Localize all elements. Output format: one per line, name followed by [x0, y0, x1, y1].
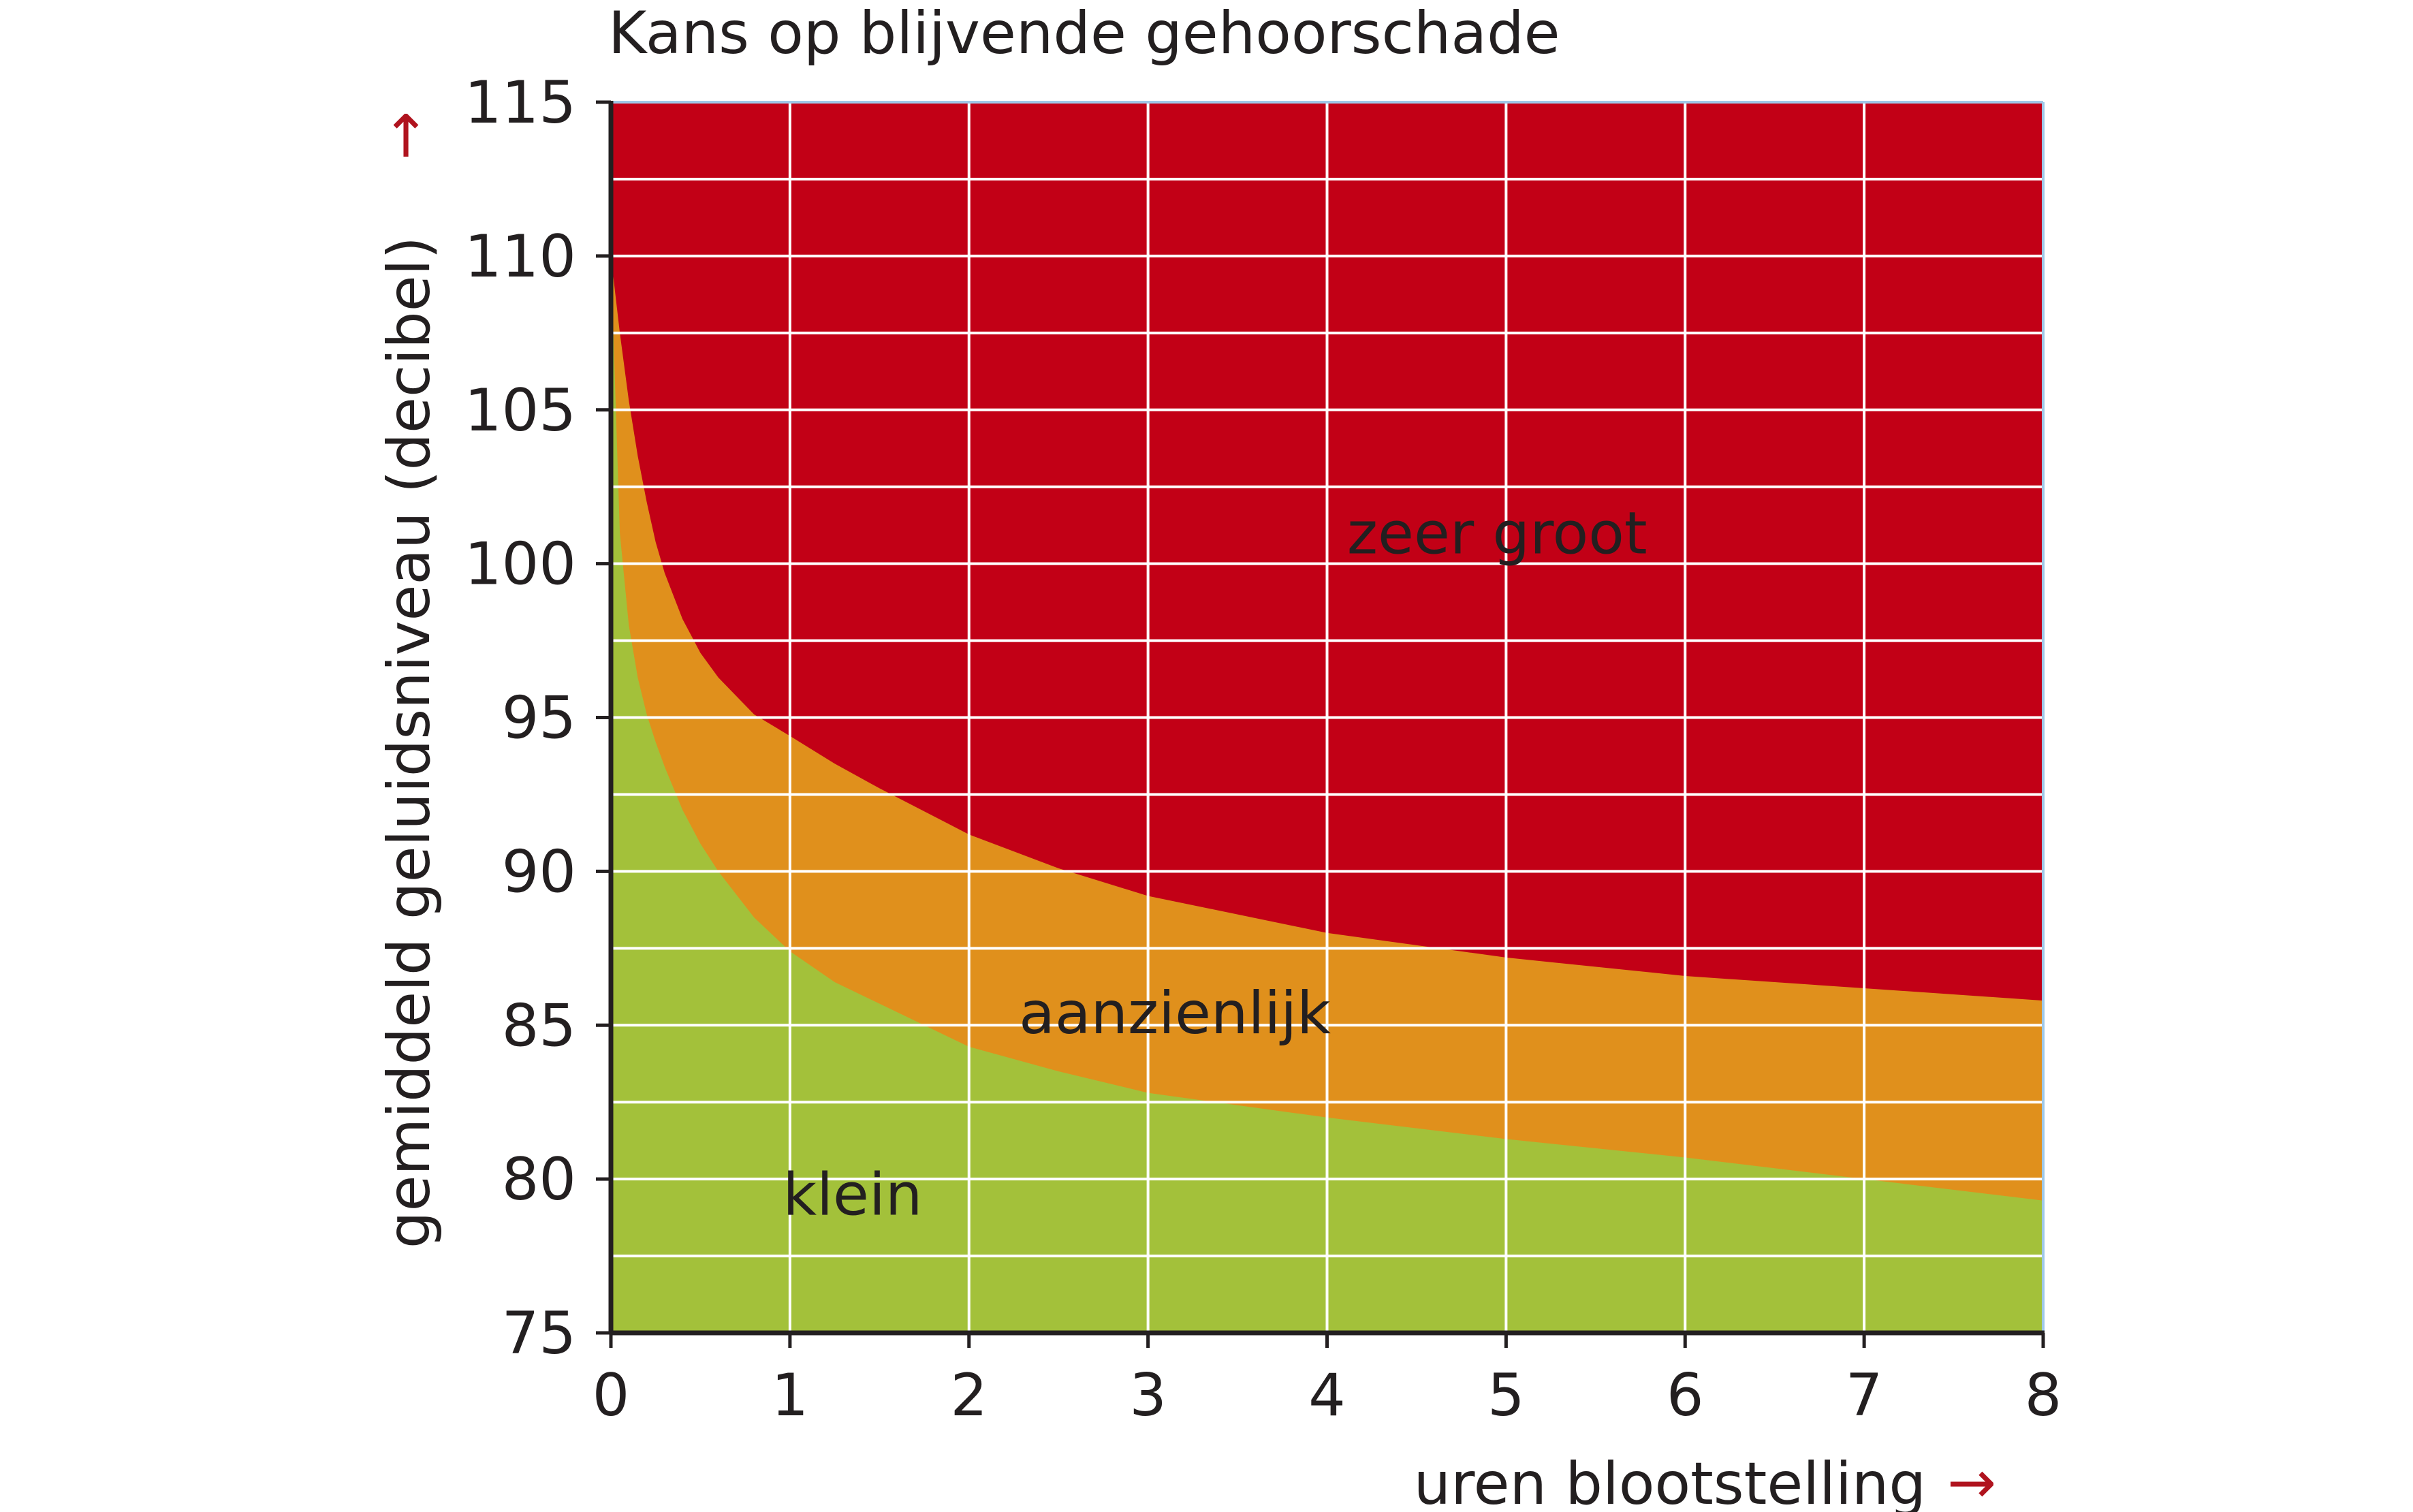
x-tick-label: 4 [1308, 1361, 1346, 1430]
y-tick-label: 110 [464, 223, 576, 291]
y-tick-label: 95 [502, 684, 576, 753]
axes [596, 100, 2045, 1348]
x-tick-label: 0 [593, 1361, 630, 1430]
x-axis-arrow: → [1947, 1449, 1996, 1512]
chart-title: Kans op blijvende gehoorschade [608, 0, 1560, 67]
y-tick-label: 75 [502, 1300, 576, 1368]
grid-lines [611, 101, 2045, 1333]
area-label: klein [783, 1161, 922, 1229]
y-axis-label: gemiddeld geluidsniveau (decibel) [375, 236, 443, 1248]
y-tick-label: 80 [502, 1146, 576, 1214]
x-tick-label: 5 [1487, 1361, 1525, 1430]
x-tick-label: 8 [2025, 1361, 2062, 1430]
area-label: aanzienlijk [1019, 979, 1331, 1048]
y-tick-label: 85 [502, 992, 576, 1060]
x-axis-label: uren blootstelling [1414, 1450, 1926, 1512]
x-tick-label: 3 [1129, 1361, 1167, 1430]
y-tick-label: 90 [502, 838, 576, 906]
x-tick-labels: 0 1 2 3 4 5 6 7 8 [593, 1361, 2062, 1430]
area-labels: klein aanzienlijk zeer groot [783, 499, 1647, 1229]
x-tick-label: 6 [1667, 1361, 1704, 1430]
y-tick-label: 100 [464, 531, 576, 599]
x-tick-label: 7 [1846, 1361, 1883, 1430]
y-tick-labels: 75 80 85 90 95 100 105 110 115 [464, 69, 576, 1368]
y-tick-label: 105 [464, 377, 576, 445]
y-axis-arrow: ↑ [381, 103, 430, 171]
area-label: zeer groot [1347, 499, 1647, 567]
x-tick-label: 2 [950, 1361, 988, 1430]
y-tick-label: 115 [464, 69, 576, 137]
x-tick-label: 1 [772, 1361, 809, 1430]
